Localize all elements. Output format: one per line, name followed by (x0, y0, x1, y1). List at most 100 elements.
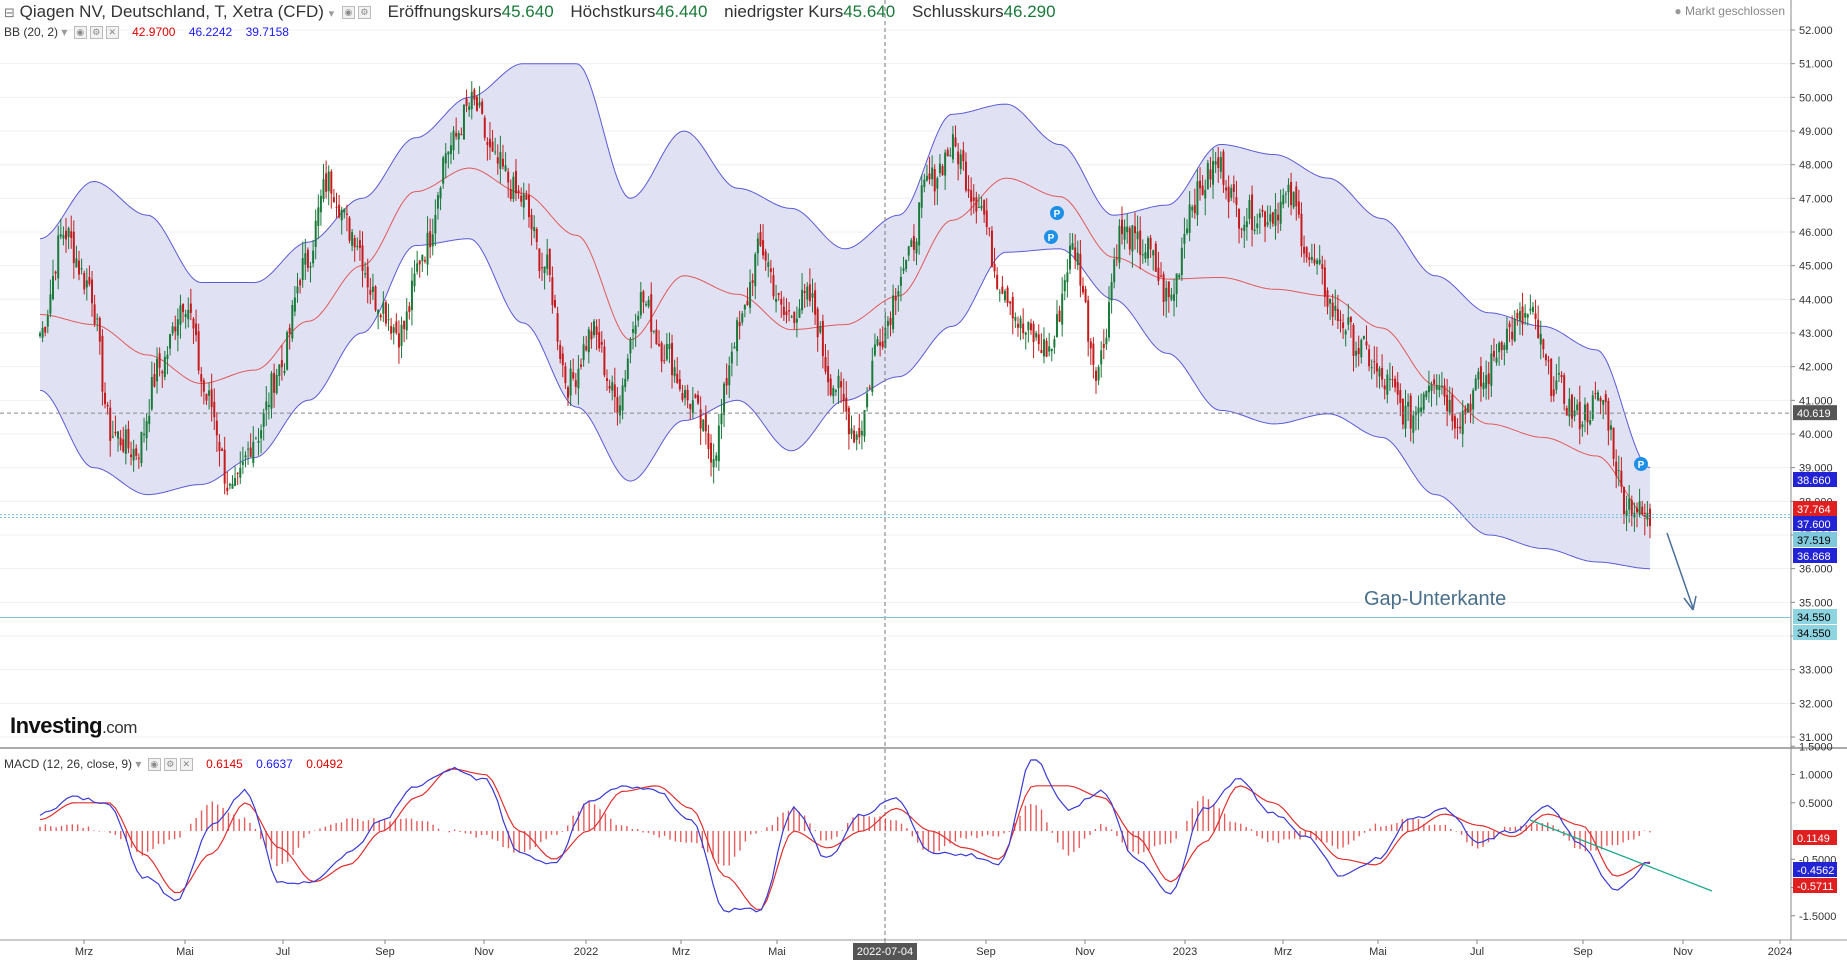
candle-body (678, 379, 681, 390)
price-tag: 36.868 (1793, 548, 1837, 563)
gear-icon[interactable]: ⚙ (89, 26, 103, 40)
candle-body (1173, 294, 1176, 301)
candle-body (44, 326, 47, 333)
macd-tag-label: -0.5711 (1797, 881, 1834, 893)
close-icon[interactable]: ✕ (105, 26, 119, 40)
candle-body (556, 313, 559, 342)
candle-body (434, 215, 437, 234)
eye-icon[interactable]: ◉ (73, 26, 87, 40)
candle-body (52, 276, 55, 300)
price-tag-label: 36.868 (1797, 551, 1831, 563)
candle-body (273, 372, 276, 393)
candle-body (663, 360, 666, 362)
candle-body (1214, 161, 1217, 165)
candle-body (413, 273, 416, 287)
candle-body (720, 413, 723, 425)
candle-body (769, 268, 772, 272)
candle-body (616, 396, 619, 413)
close-icon[interactable]: ✕ (179, 758, 193, 772)
candle-body (1469, 403, 1472, 412)
candle-body (72, 231, 75, 264)
candle-body (494, 151, 497, 153)
candle-body (897, 291, 900, 296)
x-tick-label: Sep (1573, 946, 1593, 958)
candle-body (634, 325, 637, 334)
candle-body (673, 367, 676, 377)
candle-body (421, 254, 424, 262)
candle-body (572, 372, 575, 379)
candle-body (1609, 425, 1612, 430)
candle-body (1435, 385, 1438, 390)
candle-body (1594, 393, 1597, 395)
candle-body (403, 320, 406, 330)
candle-body (1477, 371, 1480, 380)
candle-body (1032, 323, 1035, 343)
price-tag-bg (1793, 532, 1837, 547)
candle-body (1391, 379, 1394, 381)
candle-body (1297, 201, 1300, 215)
candle-body (119, 437, 122, 446)
candle-body (954, 137, 957, 147)
candle-body (1235, 197, 1238, 205)
candle-body (1578, 401, 1581, 430)
candle-body (387, 319, 390, 321)
chevron-down-icon[interactable]: ▾ (328, 8, 335, 20)
candle-body (1440, 385, 1443, 387)
candle-body (1565, 408, 1568, 416)
candle-body (1492, 350, 1495, 357)
macd-histogram (39, 796, 1651, 867)
candle-body (1607, 400, 1610, 431)
candle-body (712, 459, 715, 468)
candle-body (462, 104, 465, 140)
chevron-down-icon[interactable]: ▾ (135, 757, 142, 771)
gear-icon[interactable]: ⚙ (357, 6, 371, 20)
price-tag: 38.660 (1793, 472, 1837, 487)
candle-body (964, 161, 967, 191)
candle-body (1383, 385, 1386, 390)
eye-icon[interactable]: ◉ (341, 6, 355, 20)
candle-body (1269, 214, 1272, 222)
candle-body (223, 449, 226, 484)
candle-body (1037, 334, 1040, 345)
candle-body (811, 293, 814, 298)
candle-body (868, 387, 871, 389)
candle-body (985, 210, 988, 227)
candle-body (907, 246, 910, 256)
candle-body (1009, 301, 1012, 304)
candle-body (1451, 394, 1454, 422)
candle-body (980, 205, 983, 209)
candle-body (793, 311, 796, 324)
candle-body (1147, 238, 1150, 259)
candle-body (1154, 243, 1157, 272)
candle-body (972, 197, 975, 201)
candle-body (1139, 230, 1142, 256)
open-label: Eröffnungskurs (387, 2, 502, 21)
candle-body (741, 313, 744, 323)
candle-body (1160, 275, 1163, 277)
candle-body (1170, 294, 1173, 300)
candle-body (234, 478, 237, 486)
candle-body (257, 441, 260, 443)
candle-body (1097, 367, 1100, 381)
candle-body (1063, 280, 1066, 292)
candle-body (1318, 259, 1321, 264)
x-tick-label: Mai (1369, 946, 1387, 958)
gear-icon[interactable]: ⚙ (163, 758, 177, 772)
candle-body (1199, 180, 1202, 189)
eye-icon[interactable]: ◉ (147, 758, 161, 772)
candle-body (1591, 395, 1594, 419)
candle-body (772, 275, 775, 297)
chevron-down-icon[interactable]: ▾ (61, 25, 68, 39)
candle-body (1152, 250, 1155, 256)
price-tag-bg (1793, 548, 1837, 563)
x-tick-label: 2022 (574, 946, 598, 958)
candle-body (1003, 291, 1006, 301)
candle-body (80, 268, 83, 270)
candle-body (158, 353, 161, 368)
candle-body (1102, 344, 1105, 349)
candle-body (1321, 264, 1324, 269)
collapse-icon[interactable]: ⊟ (4, 5, 15, 20)
candle-body (790, 316, 793, 318)
candle-body (603, 346, 606, 376)
